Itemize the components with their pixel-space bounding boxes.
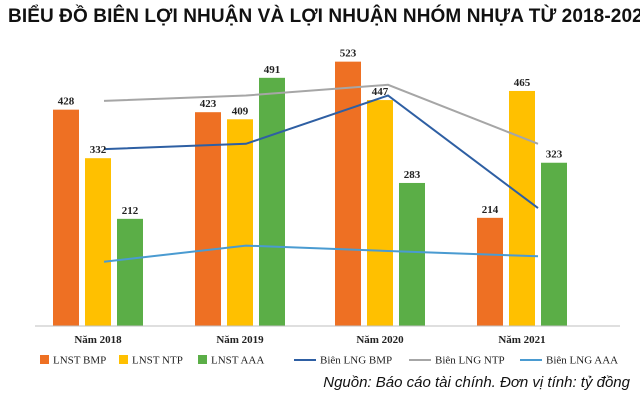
data-label: 523 (340, 48, 357, 60)
legend-label: LNST AAA (211, 355, 264, 367)
data-label: 283 (404, 169, 421, 181)
legend-item: Biên LNG BMP (294, 355, 392, 367)
data-label: 214 (482, 204, 499, 216)
line-biên-lng-bmp (103, 94, 539, 209)
bar-lnst-ntp-0 (85, 158, 111, 326)
source-note: Nguồn: Báo cáo tài chính. Đơn vị tính: t… (323, 374, 630, 391)
legend-item: Biên LNG AAA (520, 355, 618, 367)
lines-layer (103, 83, 539, 263)
chart-title: BIỂU ĐỒ BIÊN LỢI NHUẬN VÀ LỢI NHUẬN NHÓM… (8, 6, 640, 27)
legend-swatch (40, 355, 49, 364)
data-label: 332 (90, 144, 107, 156)
legend-label: Biên LNG NTP (435, 355, 505, 367)
bar-lnst-bmp-0 (53, 109, 79, 326)
legend-label: LNST NTP (132, 355, 183, 367)
data-label: 491 (264, 64, 281, 76)
legend-item: Biên LNG NTP (409, 355, 505, 367)
bar-lnst-bmp-1 (195, 112, 221, 327)
legend-item: LNST BMP (40, 355, 106, 367)
data-label: 447 (372, 86, 389, 98)
bar-lnst-ntp-3 (509, 90, 535, 326)
legend: LNST BMP LNST NTP LNST AAA Biên LNG BMP Biên… (40, 355, 618, 367)
legend-swatch (198, 355, 207, 364)
legend-label: Biên LNG BMP (320, 355, 392, 367)
bar-lnst-bmp-3 (477, 217, 503, 326)
line-biên-lng-aaa (103, 244, 539, 263)
bar-lnst-aaa-1 (259, 77, 285, 327)
legend-swatch (119, 355, 128, 364)
legend-label: Biên LNG AAA (546, 355, 618, 367)
bar-lnst-aaa-0 (117, 218, 143, 326)
x-tick-label: Năm 2021 (498, 334, 545, 346)
x-tick-label: Năm 2019 (216, 334, 264, 346)
data-label: 428 (58, 96, 75, 108)
legend-item: LNST AAA (198, 355, 264, 367)
x-tick-label: Năm 2018 (74, 334, 122, 346)
bar-lnst-ntp-2 (367, 100, 393, 326)
x-tick-label: Năm 2020 (356, 334, 404, 346)
line-biên-lng-ntp (103, 83, 539, 145)
bar-lnst-aaa-2 (399, 182, 425, 326)
labels-layer: 428 423 523 214 332 409 447 465 212 491 283 323 Năm … (58, 48, 563, 346)
bars-layer (53, 61, 567, 327)
bar-lnst-bmp-2 (335, 61, 361, 326)
bar-lnst-ntp-1 (227, 119, 253, 326)
bar-lnst-aaa-3 (541, 162, 567, 326)
data-label: 409 (232, 105, 249, 117)
legend-label: LNST BMP (53, 355, 106, 367)
data-label: 323 (546, 149, 563, 161)
data-label: 212 (122, 205, 139, 217)
legend-item: LNST NTP (119, 355, 183, 367)
data-label: 423 (200, 98, 217, 110)
data-label: 465 (514, 77, 531, 89)
